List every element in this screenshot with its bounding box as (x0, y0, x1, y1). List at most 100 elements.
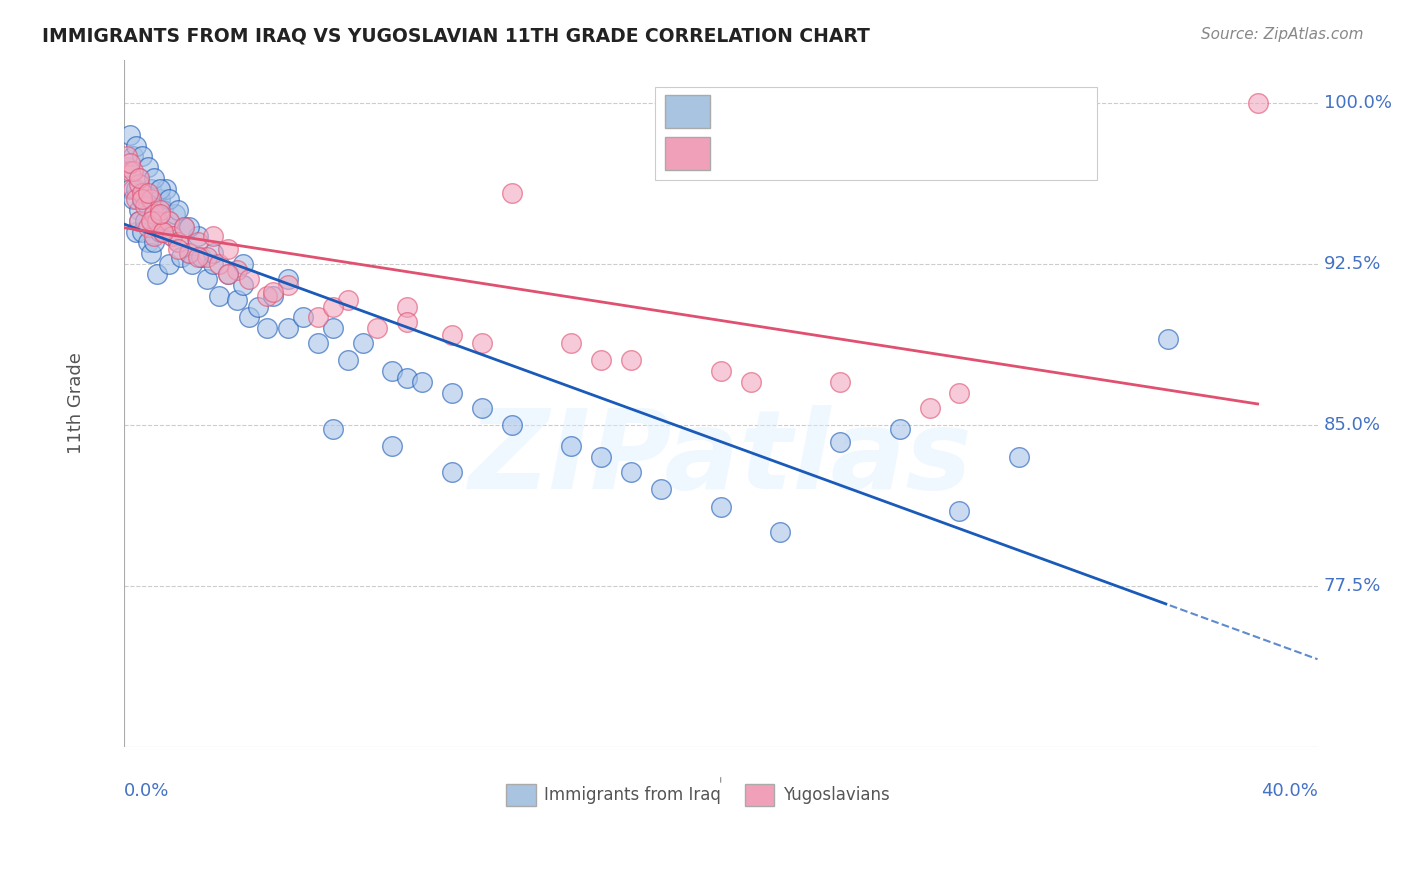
Point (256, 289, 278, 303)
Point (948, 385, 970, 400)
Point (173, 220, 195, 235)
Point (889, 422, 911, 436)
Point (291, 310, 314, 325)
Point (149, 207, 172, 221)
Text: IMMIGRANTS FROM IRAQ VS YUGOSLAVIAN 11TH GRADE CORRELATION CHART: IMMIGRANTS FROM IRAQ VS YUGOSLAVIAN 11TH… (42, 27, 870, 45)
Point (1247, 95, 1270, 110)
Point (125, 181, 148, 195)
Point (366, 321, 388, 335)
Point (591, 450, 613, 465)
Point (208, 289, 231, 303)
FancyBboxPatch shape (745, 784, 775, 805)
Point (118, 155, 141, 169)
Point (152, 225, 174, 239)
Point (166, 242, 188, 256)
Point (125, 192, 148, 206)
Text: 40.0%: 40.0% (1261, 781, 1317, 799)
Text: Source: ZipAtlas.com: Source: ZipAtlas.com (1201, 27, 1364, 42)
Point (173, 220, 195, 235)
Point (620, 353, 643, 368)
Point (160, 228, 183, 243)
Point (157, 257, 180, 271)
Point (136, 160, 159, 174)
FancyBboxPatch shape (665, 136, 710, 169)
Point (115, 160, 138, 174)
Point (145, 213, 167, 227)
Point (217, 268, 239, 282)
Point (179, 246, 201, 260)
Point (125, 225, 148, 239)
Point (441, 385, 464, 400)
Text: 100.0%: 100.0% (1323, 94, 1392, 112)
Point (381, 439, 404, 453)
Point (131, 149, 153, 163)
Point (1157, 332, 1180, 346)
Point (155, 181, 177, 195)
Point (501, 417, 523, 432)
Point (560, 336, 582, 351)
Point (121, 149, 143, 163)
Point (769, 525, 792, 540)
Point (262, 289, 284, 303)
Point (118, 181, 141, 195)
Text: 77.5%: 77.5% (1323, 577, 1381, 595)
Point (166, 235, 188, 250)
Point (136, 235, 159, 250)
Point (262, 285, 284, 299)
Point (160, 228, 183, 243)
Point (187, 250, 209, 264)
Point (501, 186, 523, 200)
Point (152, 202, 174, 217)
Text: 0.0%: 0.0% (124, 781, 169, 799)
Point (226, 293, 249, 308)
Point (187, 228, 209, 243)
Point (238, 272, 260, 286)
Point (247, 300, 270, 314)
Point (336, 293, 359, 308)
Point (152, 225, 174, 239)
Point (190, 250, 212, 264)
Point (163, 207, 186, 221)
Point (125, 138, 148, 153)
Point (149, 225, 172, 239)
Point (134, 199, 156, 213)
Point (121, 164, 143, 178)
Text: Immigrants from Iraq: Immigrants from Iraq (544, 787, 721, 805)
Point (441, 327, 464, 342)
Point (134, 213, 156, 227)
Text: 92.5%: 92.5% (1323, 255, 1381, 273)
FancyBboxPatch shape (665, 95, 710, 128)
Point (139, 192, 162, 206)
Point (202, 257, 225, 271)
Point (142, 207, 165, 221)
Point (411, 375, 433, 389)
FancyBboxPatch shape (506, 784, 536, 805)
Point (307, 310, 329, 325)
Point (202, 246, 225, 260)
Point (197, 250, 219, 264)
Point (134, 186, 156, 200)
Point (181, 257, 204, 271)
Point (217, 268, 239, 282)
Point (142, 207, 165, 221)
Point (139, 213, 162, 227)
Point (187, 235, 209, 250)
Point (352, 336, 374, 351)
Point (396, 315, 419, 329)
Point (322, 422, 344, 436)
Point (128, 170, 150, 185)
Text: R = -0.089   N = 59: R = -0.089 N = 59 (724, 145, 901, 162)
Point (128, 213, 150, 227)
Point (560, 439, 582, 453)
Point (471, 336, 494, 351)
Point (166, 202, 188, 217)
Point (139, 181, 162, 195)
Point (650, 483, 672, 497)
Point (918, 401, 941, 415)
Point (145, 213, 167, 227)
Point (322, 300, 344, 314)
Point (710, 500, 733, 514)
Point (145, 268, 167, 282)
Point (226, 263, 249, 277)
Text: Yugoslavians: Yugoslavians (783, 787, 890, 805)
